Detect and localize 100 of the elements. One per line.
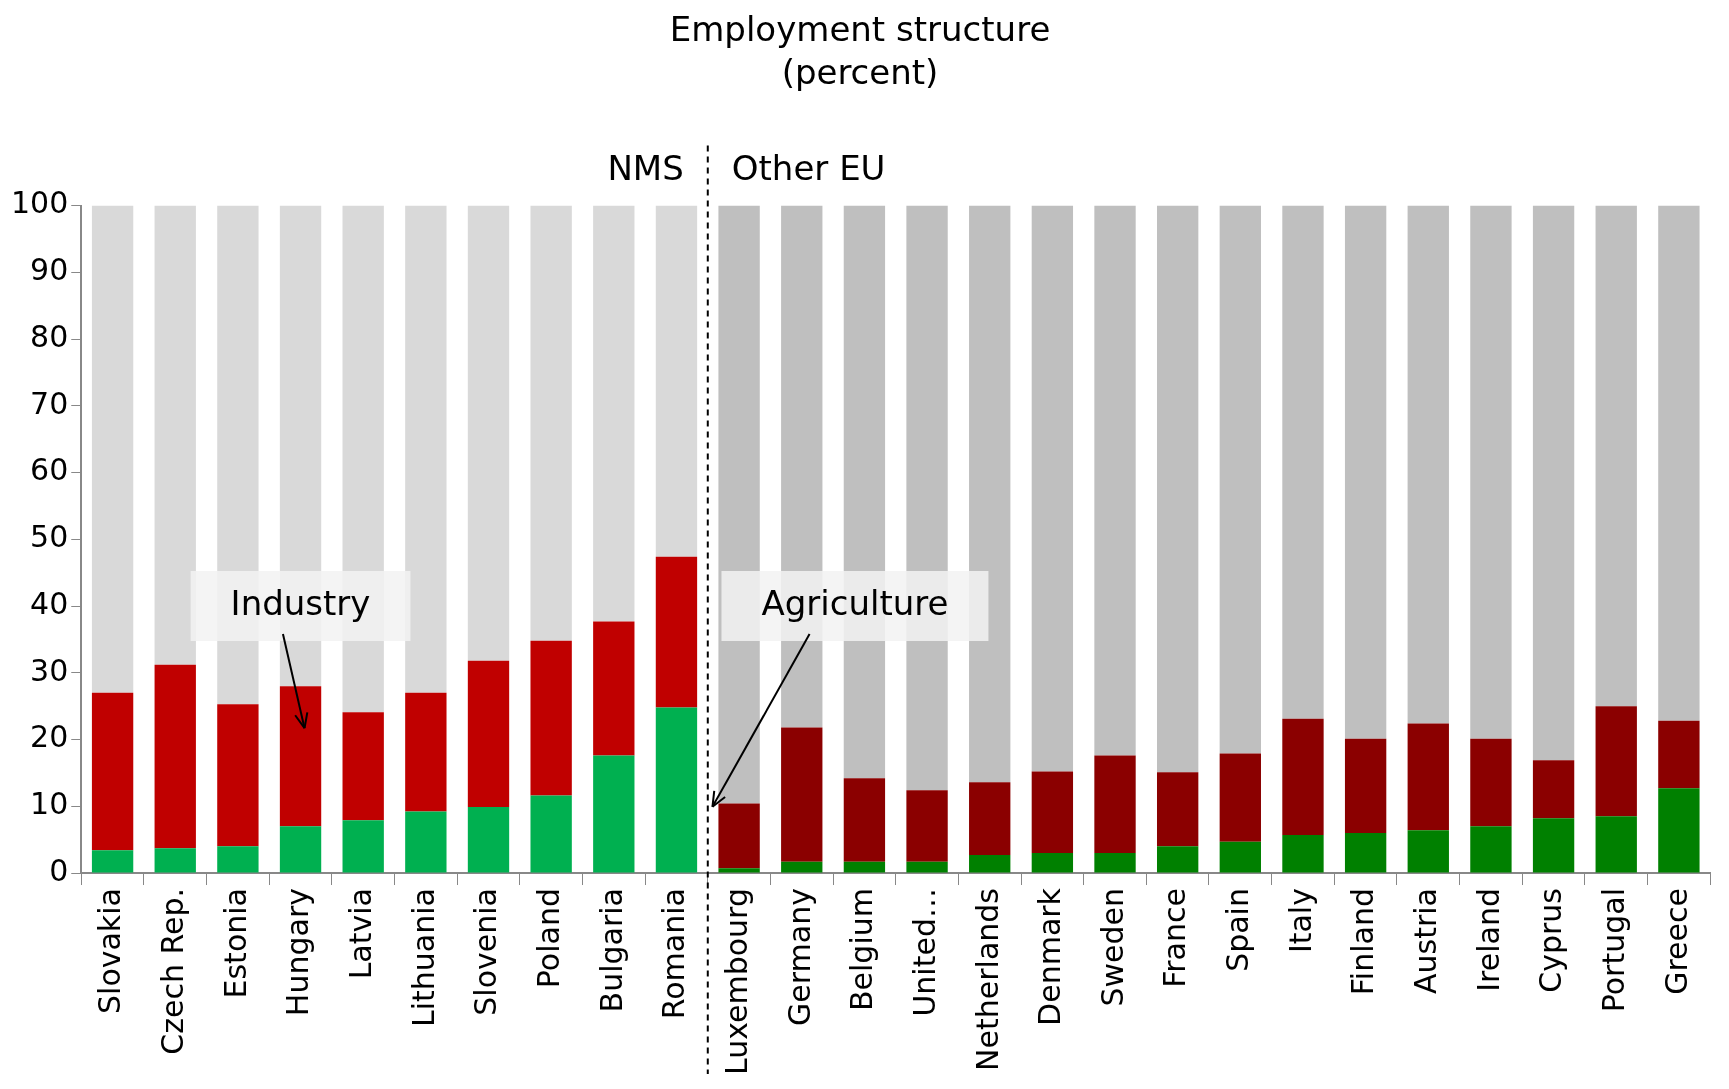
bar [969,855,1011,873]
y-tick-label: 90 [30,252,69,288]
x-tick-label: Luxembourg [718,888,754,1076]
bar [405,811,447,873]
bar [1532,818,1575,873]
bar [405,692,447,812]
bar [1532,205,1575,761]
bar [1094,755,1136,854]
annotation: Industry [230,582,371,623]
x-tick-label: Sweden [1094,888,1130,1007]
x-tick-label: Italy [1282,888,1318,954]
bar [1407,205,1449,724]
bar [1658,788,1700,873]
bar [467,806,510,873]
x-tick-label: Romania [656,888,692,1020]
bar [154,848,196,873]
y-tick-label: 70 [30,385,69,421]
bar [342,820,384,873]
bar [1658,205,1700,721]
y-tick-label: 20 [30,719,69,755]
y-tick-label: 40 [30,585,69,621]
bar [1156,846,1199,873]
x-tick-label: Slovakia [92,888,128,1014]
bar [154,664,196,849]
bar [1595,816,1637,873]
x-tick-label: Netherlands [969,888,1005,1071]
bar [405,205,447,693]
x-tick-label: Slovenia [468,888,504,1016]
x-tick-label: Greece [1658,888,1694,995]
bar [655,205,698,557]
bar [1219,841,1261,873]
bar [1219,753,1261,842]
bar [781,861,823,873]
bar [154,205,196,665]
x-tick-label: Ireland [1470,888,1506,992]
bar [1156,205,1199,773]
text: Other EU [731,148,886,189]
bar [1407,830,1449,873]
x-tick-label: Hungary [280,888,316,1017]
bar [1282,718,1324,835]
y-tick-label: 80 [30,318,69,354]
bar [1595,205,1637,707]
bar [906,790,948,862]
bar [1156,772,1199,847]
bar [1282,834,1324,873]
bar [781,727,823,862]
bar [969,205,1011,783]
bar [279,826,322,873]
chart-subtitle: (percent) [781,52,939,93]
y-tick-label: 60 [30,452,69,488]
y-tick-label: 50 [30,519,69,555]
x-tick-label: United… [906,888,942,1017]
x-tick-label: Poland [530,888,566,989]
bar [1470,826,1512,873]
bar [1595,706,1637,817]
y-tick-label: 10 [30,786,69,822]
x-tick-label: Czech Rep. [155,888,191,1055]
bar [655,707,698,873]
bar [1219,205,1261,754]
bar [530,795,572,873]
bar [655,556,698,708]
y-tick-label: 100 [11,185,69,221]
x-tick-label: Spain [1220,888,1256,972]
bar [1094,205,1136,756]
bar [593,621,635,756]
bar [1658,720,1700,789]
x-tick-label: Latvia [342,888,378,980]
bar [1344,738,1387,833]
bar [718,868,760,873]
bar [718,803,760,869]
x-tick-label: Denmark [1032,887,1068,1026]
bar [467,205,510,661]
bar [1470,205,1512,739]
bar [1532,760,1575,819]
text: NMS [607,148,684,189]
bar [1031,205,1074,772]
bar [969,782,1011,856]
x-tick-label: Portugal [1596,888,1632,1013]
bar [530,640,572,796]
bar [1344,832,1387,873]
bar [279,686,322,827]
bar [906,861,948,873]
y-tick-label: 0 [49,852,69,888]
bar [1407,723,1449,831]
annotation: Agriculture [761,582,949,623]
bar [1344,205,1387,739]
x-tick-label: Finland [1345,888,1381,996]
bar [467,660,510,807]
x-tick-label: France [1157,888,1193,988]
bar [1031,853,1074,873]
x-tick-label: Germany [781,888,817,1026]
x-tick-label: Cyprus [1533,888,1569,993]
bar [217,704,259,847]
bar [530,205,572,641]
bar [91,850,134,873]
bar [843,778,886,862]
x-tick-label: Austria [1408,888,1444,995]
x-tick-label: Belgium [844,888,880,1012]
bar [217,846,259,873]
bar [1031,771,1074,854]
